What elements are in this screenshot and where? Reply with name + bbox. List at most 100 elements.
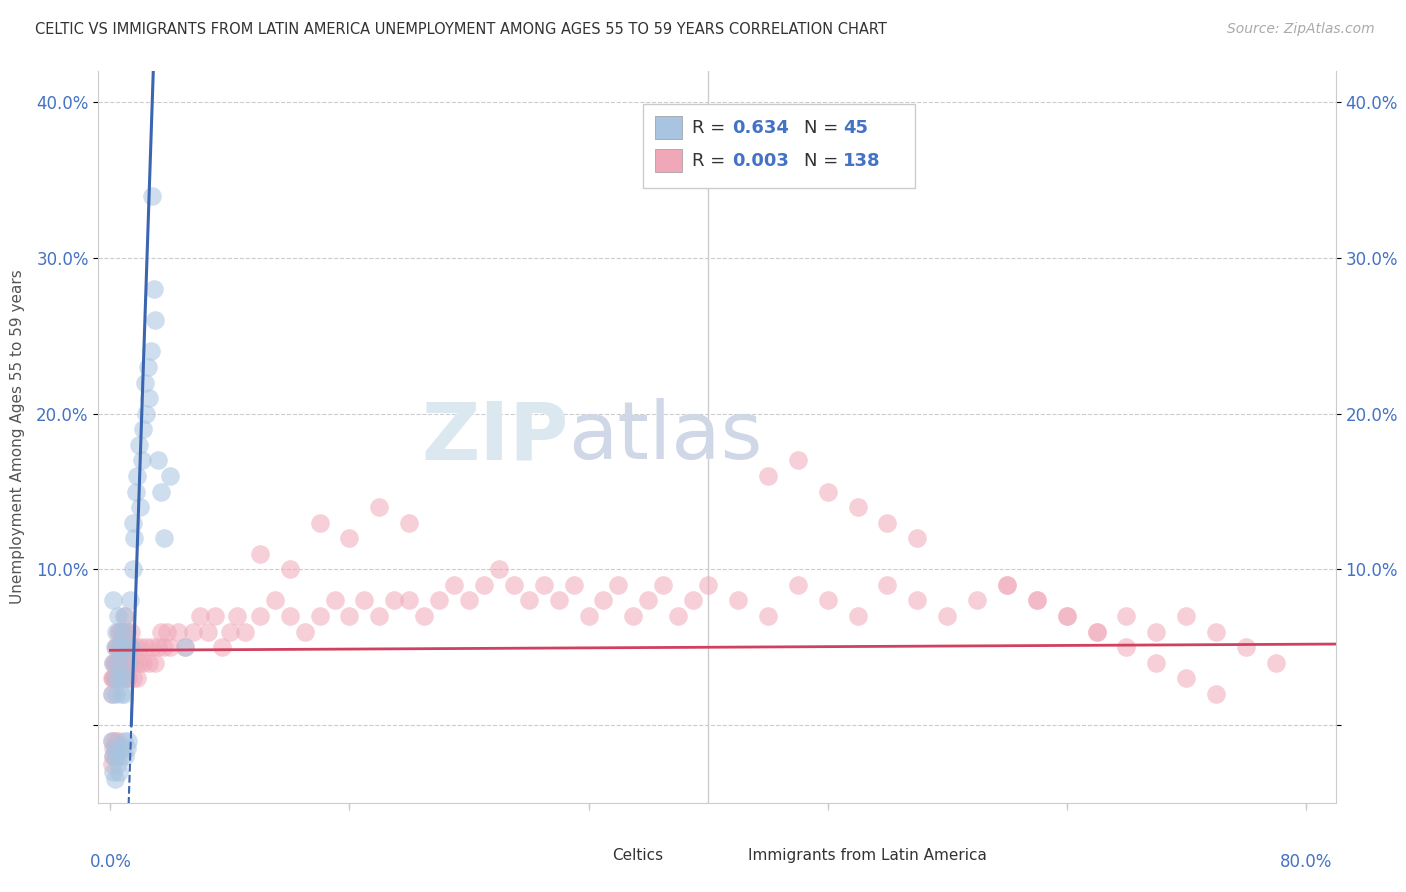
Point (339, 609, 361, 624)
Point (104, 656, 127, 670)
Point (104, 749, 127, 764)
Point (112, 687, 135, 701)
Point (148, 453, 170, 467)
Point (101, 671, 124, 685)
Point (118, 593, 141, 607)
Point (129, 640, 152, 655)
Point (249, 609, 271, 624)
Text: R =: R = (692, 119, 731, 136)
Point (472, 578, 495, 592)
Point (1175, 609, 1198, 624)
Point (127, 469, 149, 483)
Point (103, 593, 125, 607)
Point (120, 640, 142, 655)
Point (1144, 624, 1167, 639)
Point (101, 733, 124, 747)
Point (121, 562, 143, 576)
Point (103, 741, 125, 756)
Point (249, 547, 271, 561)
Point (117, 733, 139, 747)
Point (188, 609, 211, 624)
Point (682, 593, 704, 607)
Point (353, 593, 375, 607)
Point (1025, 593, 1047, 607)
Point (107, 733, 129, 747)
Point (308, 516, 330, 530)
Point (488, 562, 510, 576)
Point (128, 656, 150, 670)
Point (846, 500, 869, 515)
Point (233, 624, 256, 639)
Point (197, 624, 219, 639)
Point (141, 189, 163, 203)
Point (547, 593, 569, 607)
Point (846, 609, 869, 624)
Point (127, 671, 149, 685)
Point (153, 640, 176, 655)
Point (121, 671, 143, 685)
Point (114, 609, 136, 624)
Point (104, 733, 127, 747)
Point (101, 687, 124, 701)
Point (115, 741, 138, 756)
Point (174, 640, 197, 655)
Point (502, 578, 524, 592)
Point (294, 624, 316, 639)
Text: N =: N = (804, 152, 844, 169)
Point (427, 593, 450, 607)
Point (108, 741, 131, 756)
Point (1025, 593, 1047, 607)
Point (1175, 671, 1198, 685)
Point (131, 453, 153, 467)
Point (111, 671, 134, 685)
Point (936, 609, 959, 624)
Point (110, 749, 132, 764)
Point (578, 609, 600, 624)
Point (786, 578, 808, 592)
Point (120, 624, 142, 639)
Point (108, 764, 131, 779)
Point (621, 609, 644, 624)
FancyBboxPatch shape (643, 104, 915, 188)
Point (117, 656, 139, 670)
Point (1085, 624, 1108, 639)
Text: 0.634: 0.634 (733, 119, 789, 136)
Point (110, 640, 132, 655)
Point (138, 656, 160, 670)
Point (103, 749, 125, 764)
Point (115, 624, 138, 639)
Point (108, 640, 131, 655)
Point (817, 593, 839, 607)
Point (134, 376, 156, 390)
Point (104, 671, 127, 685)
Point (727, 593, 749, 607)
Point (278, 609, 301, 624)
Point (128, 438, 150, 452)
Point (458, 593, 481, 607)
FancyBboxPatch shape (655, 149, 682, 172)
Point (104, 741, 127, 756)
Point (278, 562, 301, 576)
Point (101, 756, 124, 771)
Point (103, 749, 125, 764)
Point (156, 624, 179, 639)
Point (108, 624, 131, 639)
Point (1056, 609, 1078, 624)
Point (112, 656, 135, 670)
Point (125, 640, 148, 655)
Point (368, 609, 391, 624)
Point (592, 593, 614, 607)
Point (110, 687, 132, 701)
Point (138, 391, 160, 405)
Point (181, 624, 204, 639)
Text: N =: N = (804, 119, 844, 136)
Point (211, 640, 233, 655)
Text: 0.0%: 0.0% (90, 853, 131, 871)
Point (150, 484, 173, 499)
Point (104, 671, 127, 685)
Point (103, 671, 125, 685)
Point (125, 484, 148, 499)
Point (159, 469, 181, 483)
Text: Immigrants from Latin America: Immigrants from Latin America (748, 848, 987, 863)
Point (1234, 640, 1257, 655)
